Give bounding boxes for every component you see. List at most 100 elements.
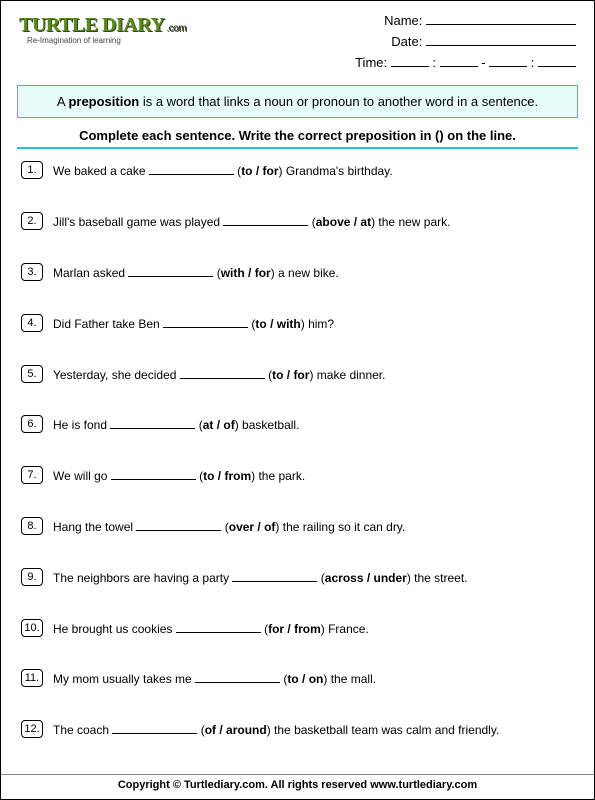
question-before: Jill's baseball game was played — [53, 215, 223, 229]
questions-list: 1.We baked a cake (to / for) Grandma's b… — [1, 157, 594, 739]
answer-blank[interactable] — [110, 418, 195, 429]
question-text: Marlan asked (with / for) a new bike. — [53, 263, 574, 282]
question-after: ) the railing so it can dry. — [275, 520, 405, 534]
worksheet-header: TURTLE DIARY.com Re-Imagination of learn… — [1, 1, 594, 77]
question-options: (at / of — [195, 418, 234, 432]
instruction-text: Complete each sentence. Write the correc… — [17, 128, 578, 149]
time-blank-4[interactable] — [538, 53, 576, 67]
question-options: (above / at — [308, 215, 371, 229]
question-row: 2. Jill's baseball game was played (above… — [21, 212, 574, 231]
question-number: 4. — [21, 314, 43, 332]
question-text: We will go (to / from) the park. — [53, 466, 574, 485]
logo-brand-text: TURTLE DIARY — [19, 14, 164, 36]
answer-blank[interactable] — [163, 317, 248, 328]
definition-keyword: preposition — [68, 94, 139, 109]
question-text: We baked a cake (to / for) Grandma's bir… — [53, 161, 574, 180]
question-before: Hang the towel — [53, 520, 136, 534]
answer-blank[interactable] — [111, 469, 196, 480]
date-blank[interactable] — [426, 32, 576, 46]
question-row: 4. Did Father take Ben (to / with) him? — [21, 314, 574, 333]
time-blank-2[interactable] — [440, 53, 478, 67]
question-number: 9. — [21, 568, 43, 586]
question-number: 2. — [21, 212, 43, 230]
logo-suffix: .com — [166, 23, 186, 34]
name-field: Name: — [199, 11, 576, 32]
question-options: (to / for — [265, 368, 310, 382]
question-text: The neighbors are having a party (across… — [53, 568, 574, 587]
answer-blank[interactable] — [128, 266, 213, 277]
question-text: My mom usually takes me (to / on) the ma… — [53, 669, 574, 688]
answer-blank[interactable] — [136, 520, 221, 531]
answer-blank[interactable] — [112, 723, 197, 734]
time-blank-3[interactable] — [489, 53, 527, 67]
question-text: Did Father take Ben (to / with) him? — [53, 314, 574, 333]
question-number: 8. — [21, 517, 43, 535]
question-number: 11. — [21, 669, 43, 687]
question-row: 1.We baked a cake (to / for) Grandma's b… — [21, 161, 574, 180]
name-blank[interactable] — [426, 11, 576, 25]
question-before: Yesterday, she decided — [53, 368, 180, 382]
question-row: 9. The neighbors are having a party (acro… — [21, 568, 574, 587]
question-before: My mom usually takes me — [53, 672, 195, 686]
instruction-wrap: Complete each sentence. Write the correc… — [1, 128, 594, 157]
question-row: 5. Yesterday, she decided (to / for) make… — [21, 365, 574, 384]
question-row: 6. He is fond (at / of) basketball. — [21, 415, 574, 434]
question-text: Jill's baseball game was played (above /… — [53, 212, 574, 231]
question-text: Hang the towel (over / of) the railing s… — [53, 517, 574, 536]
answer-blank[interactable] — [176, 622, 261, 633]
answer-blank[interactable] — [195, 672, 280, 683]
footer-copyright: Copyright © Turtlediary.com. All rights … — [1, 774, 594, 791]
question-options: (to / from — [196, 469, 251, 483]
time-label: Time: — [355, 55, 387, 70]
question-after: ) the new park. — [371, 215, 450, 229]
question-row: 11. My mom usually takes me (to / on) the… — [21, 669, 574, 688]
question-text: He is fond (at / of) basketball. — [53, 415, 574, 434]
question-options: (with / for — [213, 266, 270, 280]
question-options: (for / from — [261, 622, 321, 636]
time-blank-1[interactable] — [391, 53, 429, 67]
question-after: ) the mall. — [323, 672, 376, 686]
question-after: ) make dinner. — [309, 368, 385, 382]
question-before: The neighbors are having a party — [53, 571, 232, 585]
question-after: ) basketball. — [235, 418, 300, 432]
question-before: The coach — [53, 723, 112, 737]
question-before: He brought us cookies — [53, 622, 176, 636]
question-number: 5. — [21, 365, 43, 383]
question-row: 7. We will go (to / from) the park. — [21, 466, 574, 485]
question-options: (to / with — [248, 317, 301, 331]
name-label: Name: — [384, 13, 422, 28]
question-after: ) him? — [301, 317, 334, 331]
question-row: 12. The coach (of / around) the basketbal… — [21, 720, 574, 739]
question-options: (over / of — [221, 520, 275, 534]
question-number: 6. — [21, 415, 43, 433]
question-after: ) a new bike. — [271, 266, 339, 280]
question-after: ) Grandma's birthday. — [279, 164, 393, 178]
question-options: (to / on — [280, 672, 323, 686]
definition-prefix: A — [57, 94, 69, 109]
question-row: 3. Marlan asked (with / for) a new bike. — [21, 263, 574, 282]
answer-blank[interactable] — [223, 215, 308, 226]
question-before: Marlan asked — [53, 266, 128, 280]
date-field: Date: — [199, 32, 576, 53]
logo: TURTLE DIARY.com Re-Imagination of learn… — [19, 9, 199, 64]
question-text: He brought us cookies (for / from) Franc… — [53, 619, 574, 638]
question-after: ) the basketball team was calm and frien… — [267, 723, 500, 737]
question-before: We baked a cake — [53, 164, 149, 178]
student-info: Name: Date: Time: : - : — [199, 9, 576, 73]
answer-blank[interactable] — [149, 164, 234, 175]
date-label: Date: — [391, 34, 422, 49]
question-row: 10.He brought us cookies (for / from) Fr… — [21, 619, 574, 638]
question-number: 7. — [21, 466, 43, 484]
question-before: Did Father take Ben — [53, 317, 163, 331]
question-options: (of / around — [197, 723, 266, 737]
question-after: ) France. — [321, 622, 369, 636]
question-number: 3. — [21, 263, 43, 281]
question-text: The coach (of / around) the basketball t… — [53, 720, 574, 739]
question-options: (to / for — [234, 164, 279, 178]
answer-blank[interactable] — [180, 368, 265, 379]
question-before: He is fond — [53, 418, 110, 432]
answer-blank[interactable] — [232, 571, 317, 582]
question-number: 12. — [21, 720, 43, 738]
logo-area: TURTLE DIARY.com Re-Imagination of learn… — [19, 9, 199, 73]
question-row: 8. Hang the towel (over / of) the railing… — [21, 517, 574, 536]
